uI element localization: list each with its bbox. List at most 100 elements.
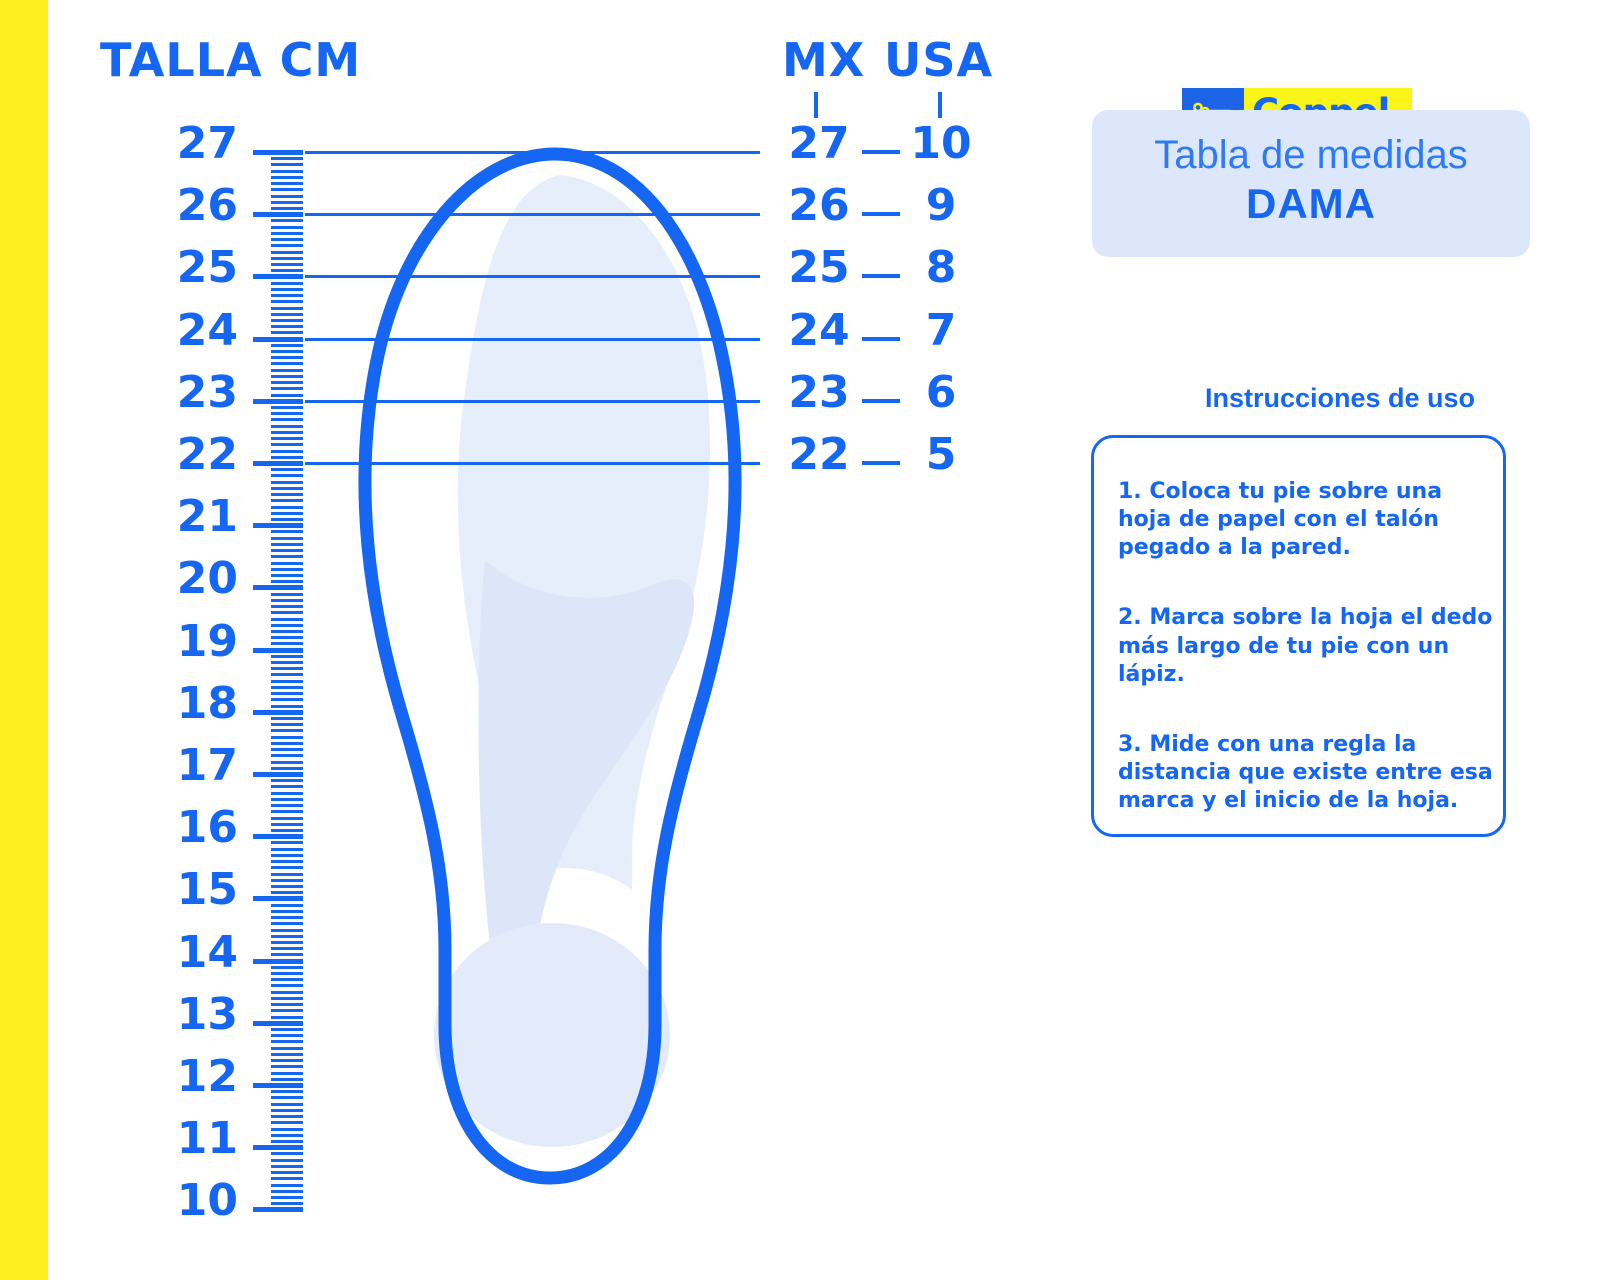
mm-minor-tick (271, 474, 303, 478)
mm-minor-tick (271, 1195, 303, 1199)
cm-label: 19 (176, 615, 238, 667)
cm-major-tick (253, 212, 303, 218)
mm-minor-tick (271, 953, 303, 957)
mm-minor-tick (271, 909, 303, 913)
mm-minor-tick (271, 735, 303, 739)
mm-minor-tick (271, 256, 303, 260)
mm-minor-tick (271, 903, 303, 907)
arch-shading (478, 560, 695, 1042)
instructions-heading: Instrucciones de uso (1204, 383, 1476, 413)
mm-minor-tick (271, 418, 303, 422)
mm-minor-tick (271, 629, 303, 633)
cm-label: 22 (176, 429, 238, 480)
mm-minor-tick (271, 717, 303, 721)
mm-minor-tick (271, 679, 303, 683)
title-card: Tabla de medidas DAMA (1092, 110, 1530, 257)
mx-size-value: 26 (788, 180, 850, 232)
mm-minor-tick (271, 350, 303, 354)
mm-minor-tick (271, 990, 303, 994)
cm-major-tick (253, 1145, 303, 1151)
mm-minor-tick (271, 822, 303, 826)
mm-minor-tick (271, 847, 303, 851)
mm-minor-tick (271, 891, 303, 895)
mm-minor-tick (271, 797, 303, 801)
mm-minor-tick (271, 611, 303, 615)
mm-minor-tick (271, 157, 303, 161)
mm-minor-tick (271, 437, 303, 441)
mm-minor-tick (271, 853, 303, 857)
mm-minor-tick (271, 1102, 303, 1106)
mm-minor-tick (271, 704, 303, 708)
mm-minor-tick (271, 1071, 303, 1075)
mm-minor-tick (271, 300, 303, 304)
measurement-line (305, 462, 760, 465)
mx-column-header: MX (782, 33, 866, 87)
cm-label: 20 (176, 553, 238, 605)
mm-minor-tick (271, 872, 303, 876)
mm-minor-tick (271, 1171, 303, 1175)
mm-minor-tick (271, 636, 303, 640)
mm-minor-tick (271, 685, 303, 689)
usa-size-value: 6 (925, 366, 957, 418)
mx-size-value: 22 (788, 429, 850, 480)
mx-usa-link-dash (862, 212, 900, 217)
mm-minor-tick (271, 760, 303, 764)
mm-minor-tick (271, 1202, 303, 1206)
mm-minor-tick (271, 804, 303, 808)
cm-label: 16 (176, 802, 238, 854)
instruction-step: 2. Marca sobre la hoja el dedo más largo… (1118, 605, 1493, 687)
mm-minor-tick (271, 617, 303, 621)
measurement-line (305, 399, 760, 403)
measurement-line (305, 337, 760, 341)
mx-usa-link-dash (862, 274, 900, 279)
usa-header-stem-icon (938, 92, 942, 118)
mm-minor-tick (271, 972, 303, 976)
cm-label: 17 (176, 740, 238, 791)
mm-minor-tick (271, 922, 303, 926)
mm-minor-tick (271, 816, 303, 820)
mm-minor-tick (271, 996, 303, 1000)
mx-size-value: 24 (788, 304, 850, 356)
cm-label: 21 (176, 491, 238, 543)
mm-minor-tick (271, 723, 303, 727)
info-panel: Coppel. Tabla de medidas DAMA Instruccio… (1080, 0, 1600, 1280)
usa-column-header: USA (884, 33, 994, 87)
mm-minor-tick (271, 368, 303, 372)
mm-minor-tick (271, 356, 303, 360)
mm-minor-tick (271, 244, 303, 248)
mm-minor-tick (271, 567, 303, 571)
mm-minor-tick (271, 1158, 303, 1162)
cm-major-tick (253, 461, 303, 466)
mm-minor-tick (271, 175, 303, 179)
mm-minor-tick (271, 200, 303, 204)
mx-usa-link-dash (862, 336, 900, 341)
cm-label: 18 (176, 677, 238, 729)
mm-minor-tick (271, 605, 303, 609)
mm-minor-tick (271, 169, 303, 173)
mm-minor-tick (271, 406, 303, 410)
mm-minor-tick (271, 381, 303, 385)
mm-minor-tick (271, 741, 303, 745)
mm-minor-tick (271, 1133, 303, 1137)
mm-minor-tick (271, 860, 303, 864)
usa-size-value: 9 (925, 180, 957, 232)
mm-minor-tick (271, 449, 303, 453)
mm-minor-tick (271, 1108, 303, 1112)
mm-minor-tick (271, 430, 303, 434)
mm-minor-tick (271, 499, 303, 503)
mm-minor-tick (271, 561, 303, 565)
mm-minor-tick (271, 1096, 303, 1100)
cm-major-tick (253, 150, 303, 155)
mm-minor-tick (271, 424, 303, 428)
mm-minor-tick (271, 698, 303, 702)
mm-minor-tick (271, 1177, 303, 1181)
mm-minor-tick (271, 331, 303, 335)
instruction-step: 3. Mide con una regla la distancia que e… (1118, 731, 1493, 814)
mm-minor-tick (271, 1127, 303, 1131)
usa-size-value: 5 (925, 429, 957, 480)
measurement-line (305, 213, 760, 217)
mm-minor-tick (271, 598, 303, 602)
mm-minor-tick (271, 325, 303, 329)
mm-minor-tick (271, 661, 303, 665)
mm-minor-tick (271, 542, 303, 546)
